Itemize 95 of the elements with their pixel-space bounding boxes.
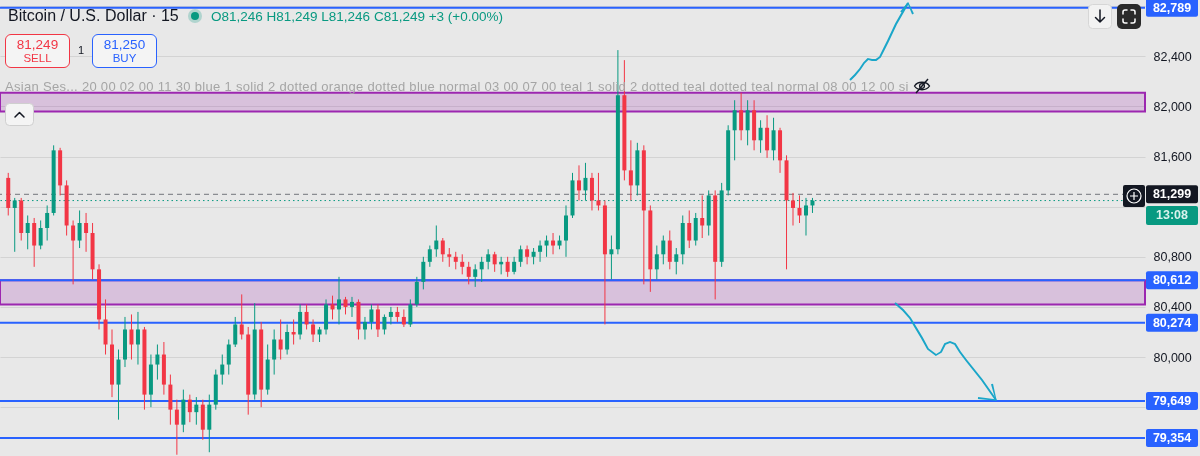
candlestick [220,354,225,386]
candlestick [401,308,406,328]
candlestick [661,235,666,265]
candlestick [583,162,588,201]
candlestick [12,197,17,253]
candlestick [38,219,43,250]
candlestick [129,313,134,361]
ref-line-label: 82,789 [1152,0,1192,15]
candlestick [460,253,465,275]
candlestick [155,344,160,381]
candlestick [525,245,530,265]
candlestick [434,224,439,258]
candlestick [369,303,374,330]
candlestick [233,316,238,348]
ref-line-label: 79,649 [1152,394,1192,408]
annotation: 81,250 [102,37,147,52]
candlestick [408,298,413,328]
candlestick [505,256,510,278]
y-tick-label: 82,400 [1153,49,1192,64]
candlestick [421,256,426,290]
candlestick [667,230,672,270]
candlestick [427,245,432,268]
candlestick [304,303,309,330]
candlestick [278,318,283,361]
candlestick [576,164,581,201]
ref-line-label: 79,354 [1152,430,1192,445]
candlestick [239,293,244,340]
candlestick [538,240,543,263]
candlestick [330,295,335,320]
text: 13:08 [1146,206,1198,225]
candlestick [375,303,380,338]
candlestick [466,261,471,285]
ref-line-label: 81,299 [1152,187,1192,202]
candlestick [135,311,140,366]
candlestick [551,232,556,255]
candlestick [758,119,763,154]
y-tick-label: 82,000 [1153,99,1192,114]
candlestick [745,99,750,146]
candlestick [628,139,633,201]
candlestick [337,276,342,325]
candlestick [349,296,354,318]
annotation: SELL [22,52,53,65]
candlestick [45,204,50,242]
candlestick [382,313,387,335]
y-tick-label: 80,400 [1153,300,1192,315]
ref-line-label: 80,612 [1152,273,1192,288]
candlestick [414,276,419,308]
candlestick [440,237,445,263]
candlestick [388,306,393,325]
candlestick [589,172,594,211]
candlestick [518,245,523,268]
sell-button: 81,249 SELL [5,34,70,68]
candlestick [739,92,744,141]
candlestick [473,263,478,288]
candlestick [285,323,290,356]
candlestick [596,172,601,211]
ref-line-label: 80,274 [1152,315,1192,330]
candlestick [486,248,491,270]
candlestick [311,318,316,343]
candlestick [298,303,303,340]
y-tick-label: 81,600 [1153,150,1192,165]
candlestick [654,245,659,280]
buy-button: 81,250 BUY [92,34,157,68]
chart-title: Bitcoin / U.S. Dollar · 15 [8,7,179,25]
annotation: BUY [111,52,138,65]
candlestick [609,235,614,280]
candlestick [362,316,367,340]
candlestick [674,247,679,275]
candlestick [479,256,484,283]
y-tick-label: 80,800 [1153,250,1192,265]
candlestick [32,217,37,268]
candlestick [492,251,497,273]
candlestick [544,235,549,258]
candlestick [791,192,796,226]
candlestick [84,212,89,253]
candlestick [765,114,770,159]
candlestick [687,209,692,249]
candlestick [272,328,277,376]
candlestick [226,338,231,376]
candlestick [25,214,30,250]
annotation: 1 [78,44,85,57]
candlestick [771,117,776,161]
annotation: 81,249 [15,37,60,52]
candlestick [693,212,698,247]
candlestick [732,99,737,161]
candlestick [797,194,802,224]
candlestick [174,399,179,456]
candlestick [447,247,452,268]
candlestick [187,394,192,423]
candlestick [194,396,199,426]
candlestick [71,219,76,285]
annotation: O81,246 H81,249 L81,246 C81,249 +3 (+0.00%) [211,9,503,25]
y-tick-label: 80,000 [1153,350,1192,365]
candlestick [700,194,705,239]
candlestick [77,209,82,249]
